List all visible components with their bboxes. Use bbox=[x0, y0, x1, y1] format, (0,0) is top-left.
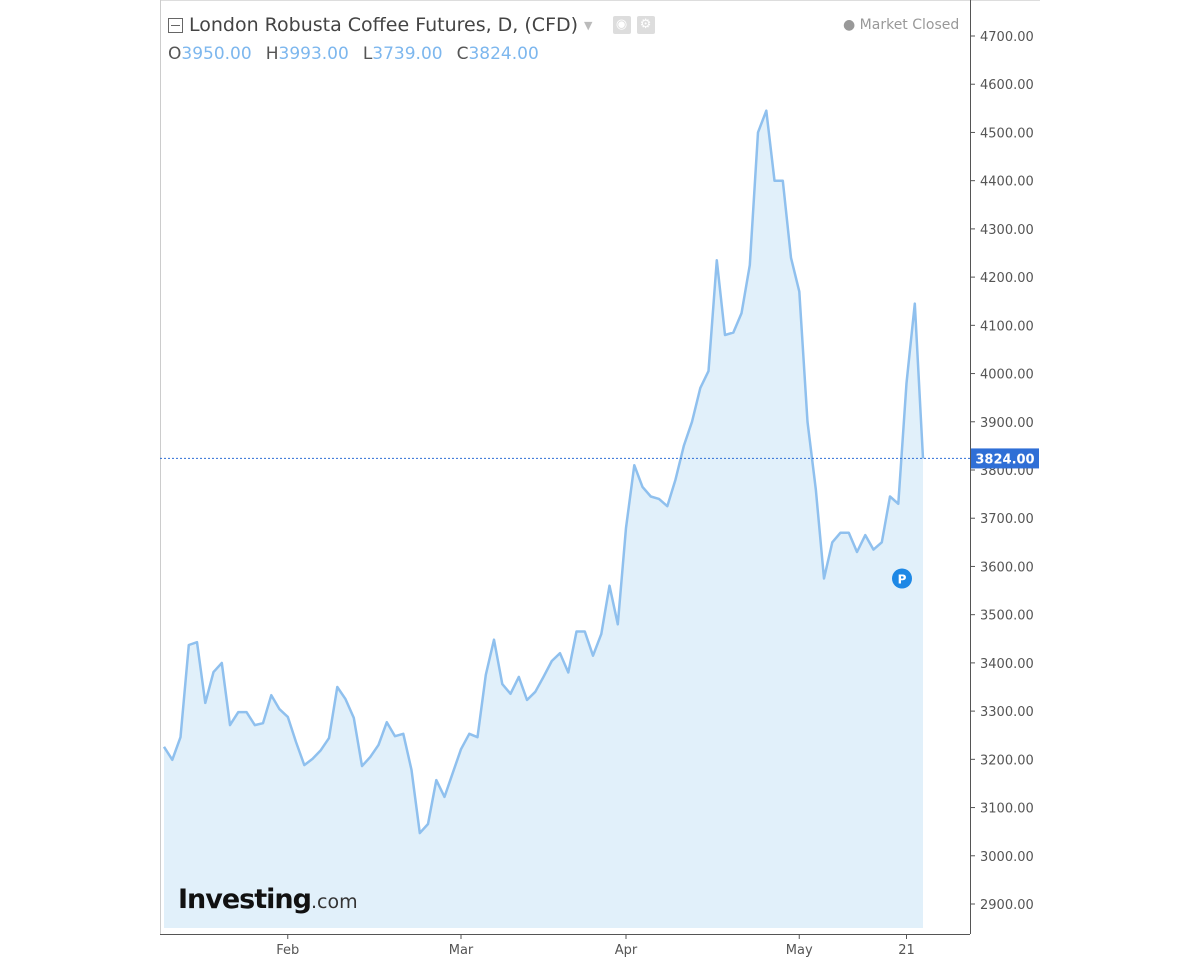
y-tick-label: 3900.00 bbox=[980, 416, 1034, 431]
y-tick-label: 4400.00 bbox=[980, 175, 1034, 190]
y-tick-label: 4000.00 bbox=[980, 368, 1034, 383]
collapse-icon[interactable] bbox=[168, 17, 183, 33]
event-marker-label: P bbox=[898, 573, 907, 587]
y-tick-label: 3300.00 bbox=[980, 705, 1034, 720]
high-label: H bbox=[265, 44, 279, 64]
settings-gear-icon[interactable]: ⚙ bbox=[636, 16, 655, 34]
y-tick-label: 3600.00 bbox=[980, 560, 1034, 575]
y-tick-label: 3700.00 bbox=[980, 512, 1034, 527]
x-tick-label: Apr bbox=[615, 943, 638, 958]
x-tick-label: Mar bbox=[449, 943, 474, 958]
y-tick-label: 3200.00 bbox=[980, 753, 1034, 768]
y-tick-label: 4500.00 bbox=[980, 126, 1034, 141]
y-tick-label: 2900.00 bbox=[980, 898, 1034, 913]
y-tick-label: 3000.00 bbox=[980, 850, 1034, 865]
x-tick-label: May bbox=[786, 943, 813, 958]
last-price-label: 3824.00 bbox=[975, 452, 1034, 467]
high-value: 3993.00 bbox=[278, 44, 349, 64]
market-status: ● Market Closed bbox=[843, 17, 959, 33]
symbol-title[interactable]: London Robusta Coffee Futures, D, (CFD) bbox=[189, 14, 579, 36]
low-value: 3739.00 bbox=[372, 44, 443, 64]
y-tick-label: 3500.00 bbox=[980, 609, 1034, 624]
status-dot-icon: ● bbox=[843, 17, 856, 33]
close-value: 3824.00 bbox=[468, 44, 539, 64]
event-marker-icon[interactable] bbox=[892, 568, 912, 589]
ohlc-values: O3950.00 H3993.00 L3739.00 C3824.00 bbox=[168, 44, 539, 64]
y-tick-label: 4100.00 bbox=[980, 319, 1034, 334]
open-label: O bbox=[168, 44, 182, 64]
area-fill bbox=[164, 110, 923, 928]
open-value: 3950.00 bbox=[181, 44, 252, 64]
y-tick-label: 4700.00 bbox=[980, 30, 1034, 45]
chart-header: London Robusta Coffee Futures, D, (CFD) … bbox=[168, 14, 655, 36]
x-tick-label: 21 bbox=[898, 943, 915, 958]
price-line bbox=[162, 109, 925, 835]
y-tick-label: 4200.00 bbox=[980, 271, 1034, 286]
visibility-eye-icon[interactable]: ◉ bbox=[612, 16, 631, 34]
y-tick-label: 3400.00 bbox=[980, 657, 1034, 672]
logo-brand: Investing bbox=[178, 884, 312, 915]
dropdown-caret-icon[interactable]: ▼ bbox=[584, 18, 593, 32]
market-status-text: Market Closed bbox=[859, 17, 960, 33]
y-tick-label: 4600.00 bbox=[980, 78, 1034, 93]
x-tick-label: Feb bbox=[276, 943, 299, 958]
logo-suffix: .com bbox=[310, 891, 358, 913]
y-tick-label: 4300.00 bbox=[980, 223, 1034, 238]
close-label: C bbox=[456, 44, 469, 64]
y-tick-label: 3100.00 bbox=[980, 802, 1034, 817]
investing-logo: Investing.com bbox=[178, 884, 358, 915]
last-price-badge bbox=[971, 448, 1039, 469]
low-label: L bbox=[362, 44, 373, 64]
